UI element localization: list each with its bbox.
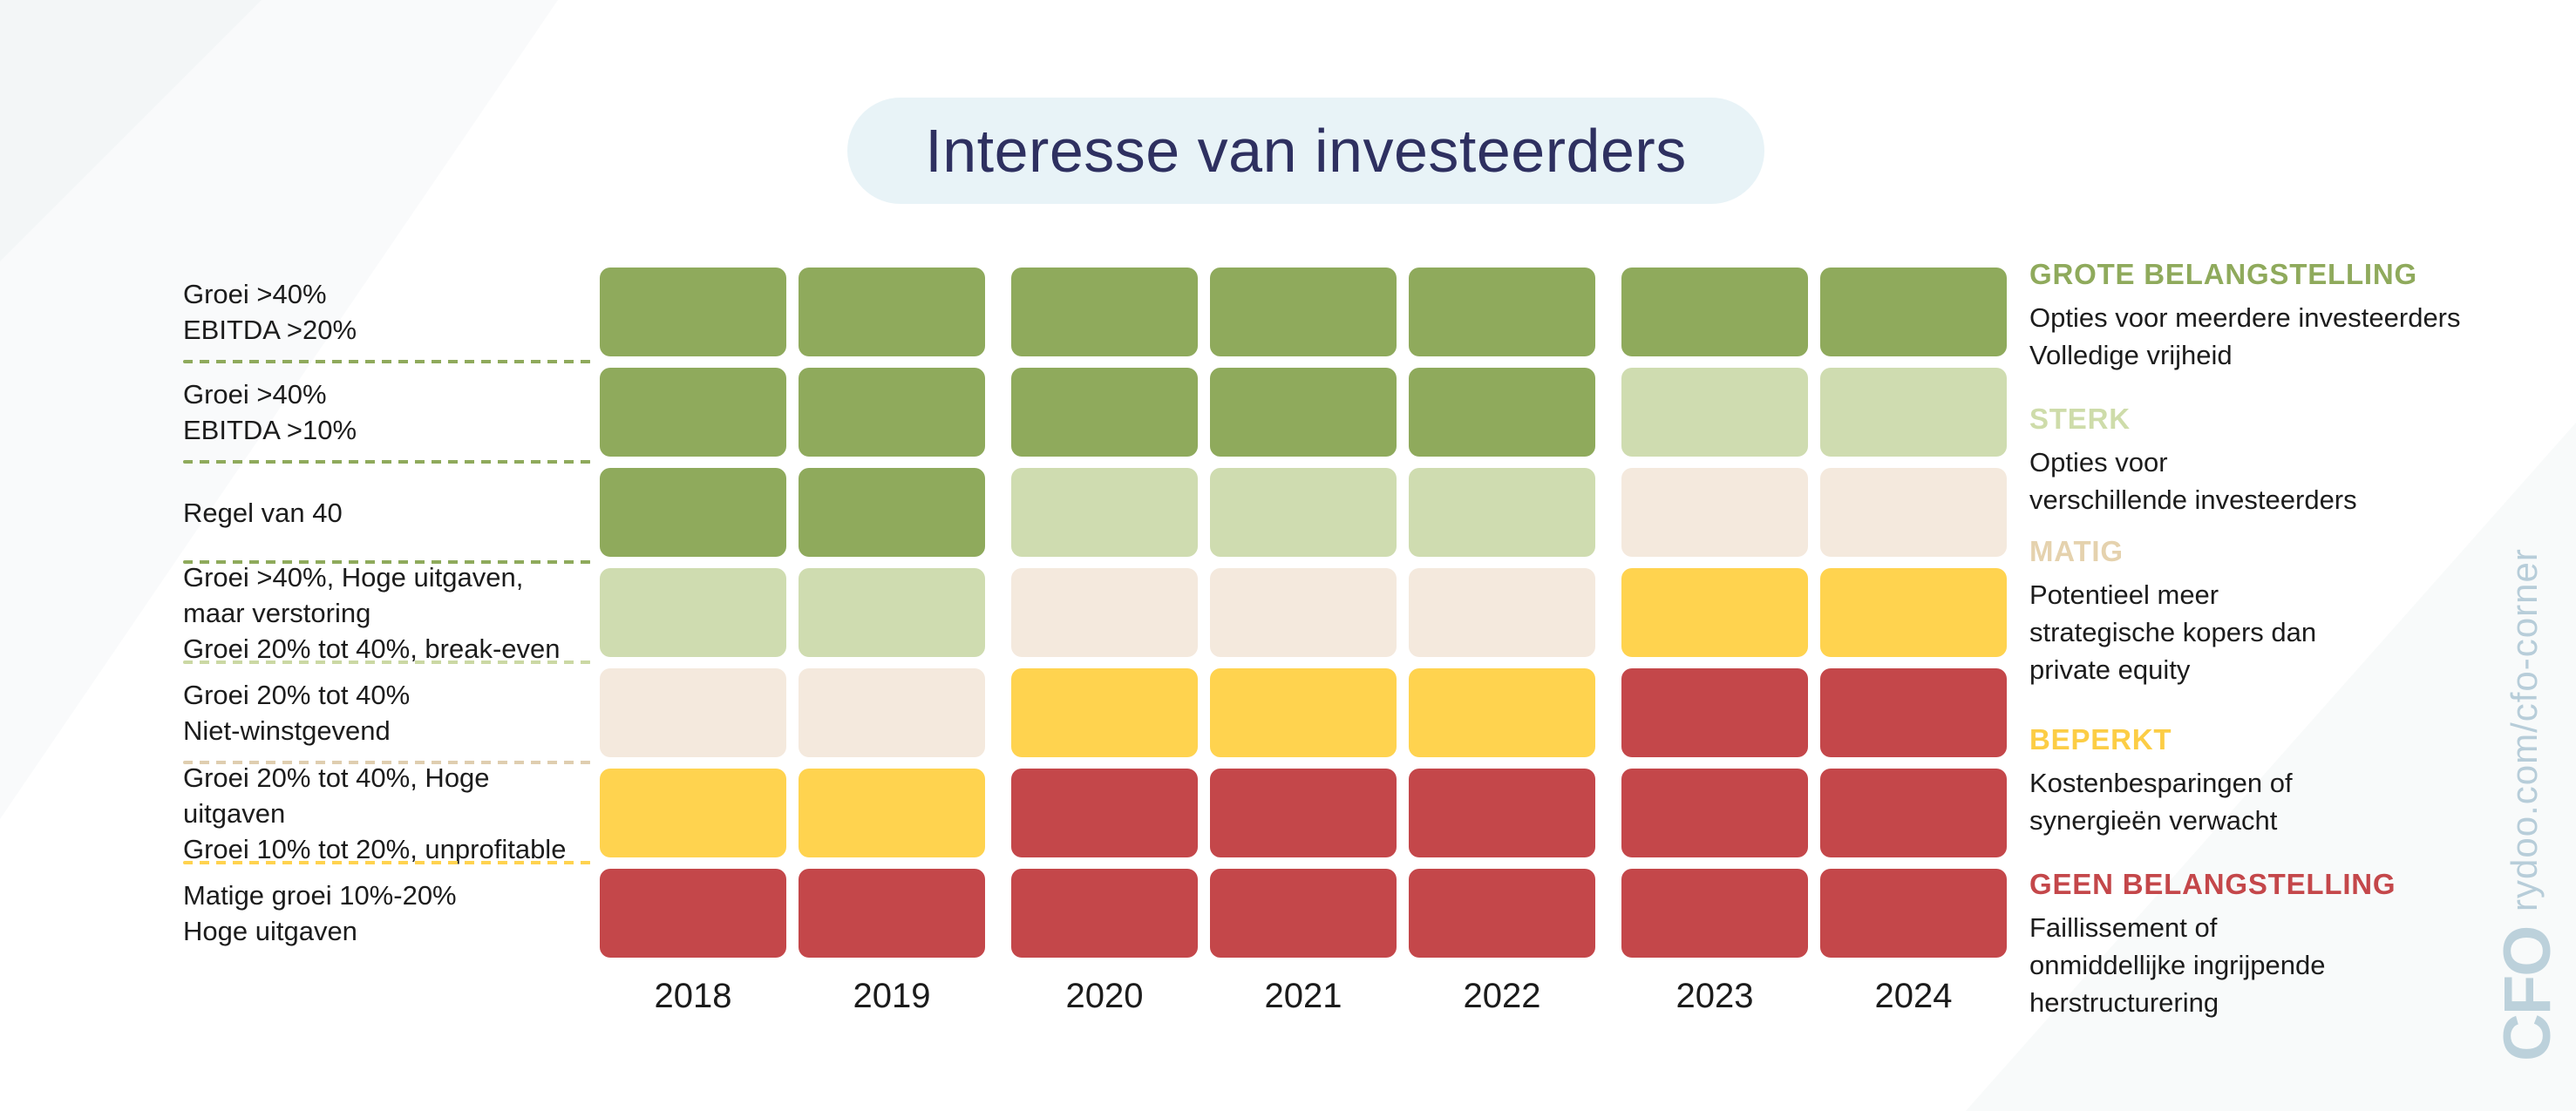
watermark-url: rydoo.com/cfo-corner xyxy=(2504,548,2545,911)
heatmap-cell-2024-row1 xyxy=(1820,268,2007,356)
row-separator-1 xyxy=(183,360,591,363)
legend-description-line: herstructurering xyxy=(2029,987,2219,1018)
legend-description-line: Faillissement of xyxy=(2029,912,2218,943)
row-separator-4 xyxy=(183,661,591,664)
heatmap-cell-2024-row2 xyxy=(1820,368,2007,457)
legend-heading-beperkt: BEPERKT xyxy=(2029,723,2172,755)
row-label-7: Matige groei 10%-20% Hoge uitgaven xyxy=(183,880,457,946)
legend-item-grote: GROTE BELANGSTELLING Opties voor meerdere… xyxy=(2029,258,2531,374)
legend-item-sterk: STERK Opties voor verschillende investeerd… xyxy=(2029,403,2531,518)
year-label-2018: 2018 xyxy=(654,977,732,1015)
legend-description-line: verschillende investeerders xyxy=(2029,484,2357,515)
heatmap-cell-2022-row2 xyxy=(1409,368,1595,457)
heatmap-cell-2022-row6 xyxy=(1409,769,1595,857)
heatmap-cell-2021-row6 xyxy=(1210,769,1397,857)
legend-description-line: Potentieel meer xyxy=(2029,579,2219,610)
row-label-1: Groei >40% EBITDA >20% xyxy=(183,279,357,345)
heatmap-cell-2019-row4 xyxy=(799,568,985,657)
heatmap-cell-2018-row2 xyxy=(600,368,786,457)
heatmap-cell-2024-row6 xyxy=(1820,769,2007,857)
heatmap-cell-2021-row2 xyxy=(1210,368,1397,457)
heatmap-cell-2023-row6 xyxy=(1621,769,1808,857)
row-label-5: Groei 20% tot 40% Niet-winstgevend xyxy=(183,680,411,746)
heatmap-cell-2020-row5 xyxy=(1011,668,1198,757)
heatmap-cell-2019-row6 xyxy=(799,769,985,857)
heatmap-cell-2020-row2 xyxy=(1011,368,1198,457)
row-separator-6 xyxy=(183,861,591,864)
row-label-6: Groei 20% tot 40%, Hoge uitgaven Groei 10… xyxy=(183,762,567,864)
heatmap-cell-2022-row7 xyxy=(1409,869,1595,958)
title-pill: Interesse van investeerders xyxy=(847,98,1764,204)
legend-item-beperkt: BEPERKT Kostenbesparingen of synergieën ve… xyxy=(2029,723,2531,839)
heatmap-cell-2019-row5 xyxy=(799,668,985,757)
heatmap-cell-2020-row3 xyxy=(1011,468,1198,557)
legend-description-line: private equity xyxy=(2029,654,2191,685)
legend-description-line: Kostenbesparingen of xyxy=(2029,768,2293,798)
legend-heading-grote: GROTE BELANGSTELLING xyxy=(2029,258,2417,290)
heatmap-cell-2020-row1 xyxy=(1011,268,1198,356)
cfo-logo: CFO xyxy=(2491,926,2565,1061)
heatmap-cell-2021-row1 xyxy=(1210,268,1397,356)
heatmap-cell-2019-row1 xyxy=(799,268,985,356)
heatmap-cell-2023-row3 xyxy=(1621,468,1808,557)
heatmap-cell-2018-row5 xyxy=(600,668,786,757)
legend-heading-matig: MATIG xyxy=(2029,535,2124,567)
heatmap-cell-2022-row3 xyxy=(1409,468,1595,557)
heatmap-cell-2021-row5 xyxy=(1210,668,1397,757)
row-label-3: Regel van 40 xyxy=(183,497,343,528)
legend-description-line: synergieën verwacht xyxy=(2029,805,2278,836)
heatmap-cell-2022-row1 xyxy=(1409,268,1595,356)
legend-heading-sterk: STERK xyxy=(2029,403,2131,435)
heatmap-cell-2018-row6 xyxy=(600,769,786,857)
page-title: Interesse van investeerders xyxy=(925,117,1687,185)
heatmap-cell-2019-row2 xyxy=(799,368,985,457)
heatmap-cell-2023-row5 xyxy=(1621,668,1808,757)
heatmap-cell-2019-row3 xyxy=(799,468,985,557)
heatmap-cell-2021-row4 xyxy=(1210,568,1397,657)
heatmap-cell-2023-row4 xyxy=(1621,568,1808,657)
heatmap-cell-2023-row2 xyxy=(1621,368,1808,457)
heatmap-cell-2018-row7 xyxy=(600,869,786,958)
heatmap-cell-2023-row1 xyxy=(1621,268,1808,356)
heatmap-cell-2024-row4 xyxy=(1820,568,2007,657)
heatmap-cell-2020-row6 xyxy=(1011,769,1198,857)
heatmap-cell-2024-row5 xyxy=(1820,668,2007,757)
heatmap-cell-2018-row1 xyxy=(600,268,786,356)
heatmap-cell-2020-row7 xyxy=(1011,869,1198,958)
heatmap-cell-2021-row3 xyxy=(1210,468,1397,557)
heatmap-cell-2019-row7 xyxy=(799,869,985,958)
legend-description-line: Volledige vrijheid xyxy=(2029,340,2233,370)
row-label-4: Groei >40%, Hoge uitgaven, maar verstorin… xyxy=(183,561,561,664)
heatmap-cell-2023-row7 xyxy=(1621,869,1808,958)
legend-description-line: Opties voor meerdere investeerders xyxy=(2029,302,2461,333)
heatmap-cell-2024-row7 xyxy=(1820,869,2007,958)
heatmap-cell-2022-row5 xyxy=(1409,668,1595,757)
heatmap-cell-2024-row3 xyxy=(1820,468,2007,557)
legend-description-line: strategische kopers dan xyxy=(2029,617,2317,647)
year-label-2024: 2024 xyxy=(1874,977,1953,1015)
heatmap-cell-2018-row3 xyxy=(600,468,786,557)
year-label-2023: 2023 xyxy=(1675,977,1754,1015)
heatmap-cell-2018-row4 xyxy=(600,568,786,657)
legend-item-matig: MATIG Potentieel meer strategische kopers … xyxy=(2029,535,2531,688)
year-label-2021: 2021 xyxy=(1264,977,1342,1015)
legend-heading-geen: GEEN BELANGSTELLING xyxy=(2029,868,2396,900)
corner-decoration-top-left-inner xyxy=(0,0,262,261)
year-label-2020: 2020 xyxy=(1065,977,1144,1015)
row-separator-5 xyxy=(183,761,591,764)
row-label-2: Groei >40% EBITDA >10% xyxy=(183,379,357,445)
legend-item-geen: GEEN BELANGSTELLING Faillissement of onmid… xyxy=(2029,868,2531,1021)
year-label-2022: 2022 xyxy=(1463,977,1541,1015)
row-separator-2 xyxy=(183,460,591,464)
year-label-2019: 2019 xyxy=(853,977,931,1015)
legend-description-line: Opties voor xyxy=(2029,447,2168,478)
heatmap-cell-2020-row4 xyxy=(1011,568,1198,657)
row-separator-3 xyxy=(183,560,591,564)
heatmap-cell-2021-row7 xyxy=(1210,869,1397,958)
legend-description-line: onmiddellijke ingrijpende xyxy=(2029,950,2326,980)
heatmap-cell-2022-row4 xyxy=(1409,568,1595,657)
